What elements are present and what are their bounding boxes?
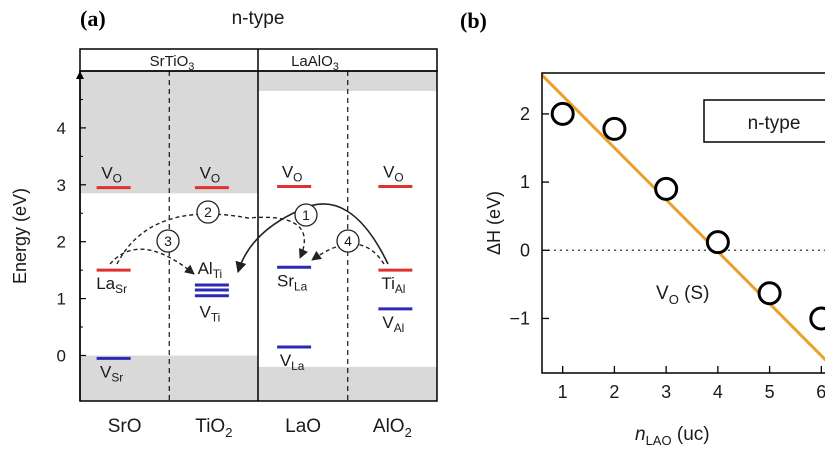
- energy-axis-arrow: [76, 71, 84, 79]
- x-tick-label: 4: [713, 382, 723, 402]
- x-tick-label: 3: [661, 382, 671, 402]
- panel-a-title: n-type: [232, 8, 285, 29]
- x-tick-label: 2: [609, 382, 619, 402]
- legend-text: n-type: [748, 113, 801, 134]
- arrow-3: [109, 248, 195, 275]
- level-label: VO: [101, 164, 122, 186]
- y-tick-label: 0: [520, 240, 530, 260]
- header-srtio3: SrTiO3: [150, 53, 195, 73]
- level-label: VO: [200, 164, 221, 186]
- defect-levels: [96, 185, 413, 360]
- panel-b-xlabel: nLAO (uc): [635, 424, 710, 448]
- y-tick-label: 1: [520, 172, 530, 192]
- defect-level-labels: VO VO VO VO LaSr VSr AlTi VTi SrLa VLa TiAl VAl: [96, 163, 405, 385]
- energy-tick-label: 1: [57, 290, 66, 309]
- data-point-3: [654, 176, 679, 201]
- fit-line: [540, 73, 825, 362]
- arrow-2: [116, 213, 309, 265]
- panel-a-label: (a): [80, 6, 106, 31]
- data-point-5: [757, 281, 782, 306]
- panel-b-frame: [541, 72, 825, 374]
- column-label: AlO2: [373, 416, 412, 440]
- x-tick-label: 5: [765, 382, 775, 402]
- transition-marker-4: [336, 229, 360, 253]
- level-label: VAl: [382, 313, 404, 335]
- panel-a-yticks: 0 1 2 3 4: [57, 71, 86, 401]
- level-label: SrLa: [277, 271, 308, 293]
- transition-marker-3: [156, 229, 180, 253]
- level-label: TiAl: [381, 274, 405, 296]
- energy-tick-label: 2: [57, 233, 66, 252]
- transition-marker-label: 1: [302, 207, 310, 223]
- header-laalo3: LaAlO3: [291, 53, 339, 73]
- legend-box: [703, 99, 825, 143]
- transition-marker-1: [294, 203, 318, 227]
- level-label: VSr: [100, 362, 123, 384]
- y-tick-label: 2: [520, 104, 530, 124]
- column-label: SrO: [108, 416, 142, 437]
- column-labels: SrO TiO2 LaO AlO2: [108, 416, 412, 440]
- panel-a: (a) n-type SrTiO3 LaAlO3 0 1 2 3 4 Energy (e…: [10, 6, 438, 440]
- column-label: LaO: [285, 416, 321, 437]
- vo-annotation: VO (S): [656, 283, 709, 307]
- column-label: TiO2: [195, 416, 232, 440]
- transition-marker-label: 3: [164, 233, 172, 249]
- energy-tick-label: 0: [57, 346, 66, 365]
- panel-b-ylabel: ΔH (eV): [484, 191, 504, 255]
- panel-a-ylabel: Energy (eV): [10, 188, 30, 284]
- data-point-6: [809, 306, 825, 331]
- panel-b-label: (b): [460, 8, 487, 33]
- y-tick-label: −1: [509, 308, 530, 328]
- energy-tick-label: 3: [57, 176, 66, 195]
- panel-b-plot: [540, 73, 825, 362]
- x-tick-label: 1: [558, 382, 568, 402]
- data-point-1: [550, 101, 575, 126]
- transition-marker-label: 4: [344, 233, 352, 249]
- data-point-2: [602, 116, 627, 141]
- level-label: VO: [282, 163, 303, 185]
- panel-b: (b) n-type 1 2 3 4 5 6 2 1 0 −1 ΔH (eV) nLAO (uc)…: [460, 8, 825, 448]
- data-point-4: [705, 230, 730, 255]
- x-tick-label: 6: [816, 382, 825, 402]
- level-label: VTi: [199, 303, 220, 325]
- level-label: LaSr: [96, 274, 127, 296]
- transition-marker-label: 2: [204, 204, 212, 220]
- energy-tick-label: 4: [57, 119, 66, 138]
- transition-markers: 1 2 3 4: [156, 200, 360, 253]
- level-label: VLa: [280, 351, 305, 373]
- level-label: AlTi: [198, 259, 223, 281]
- transition-marker-2: [196, 200, 220, 224]
- panel-b-ticks: 1 2 3 4 5 6 2 1 0 −1: [509, 104, 825, 402]
- level-label: VO: [383, 163, 404, 185]
